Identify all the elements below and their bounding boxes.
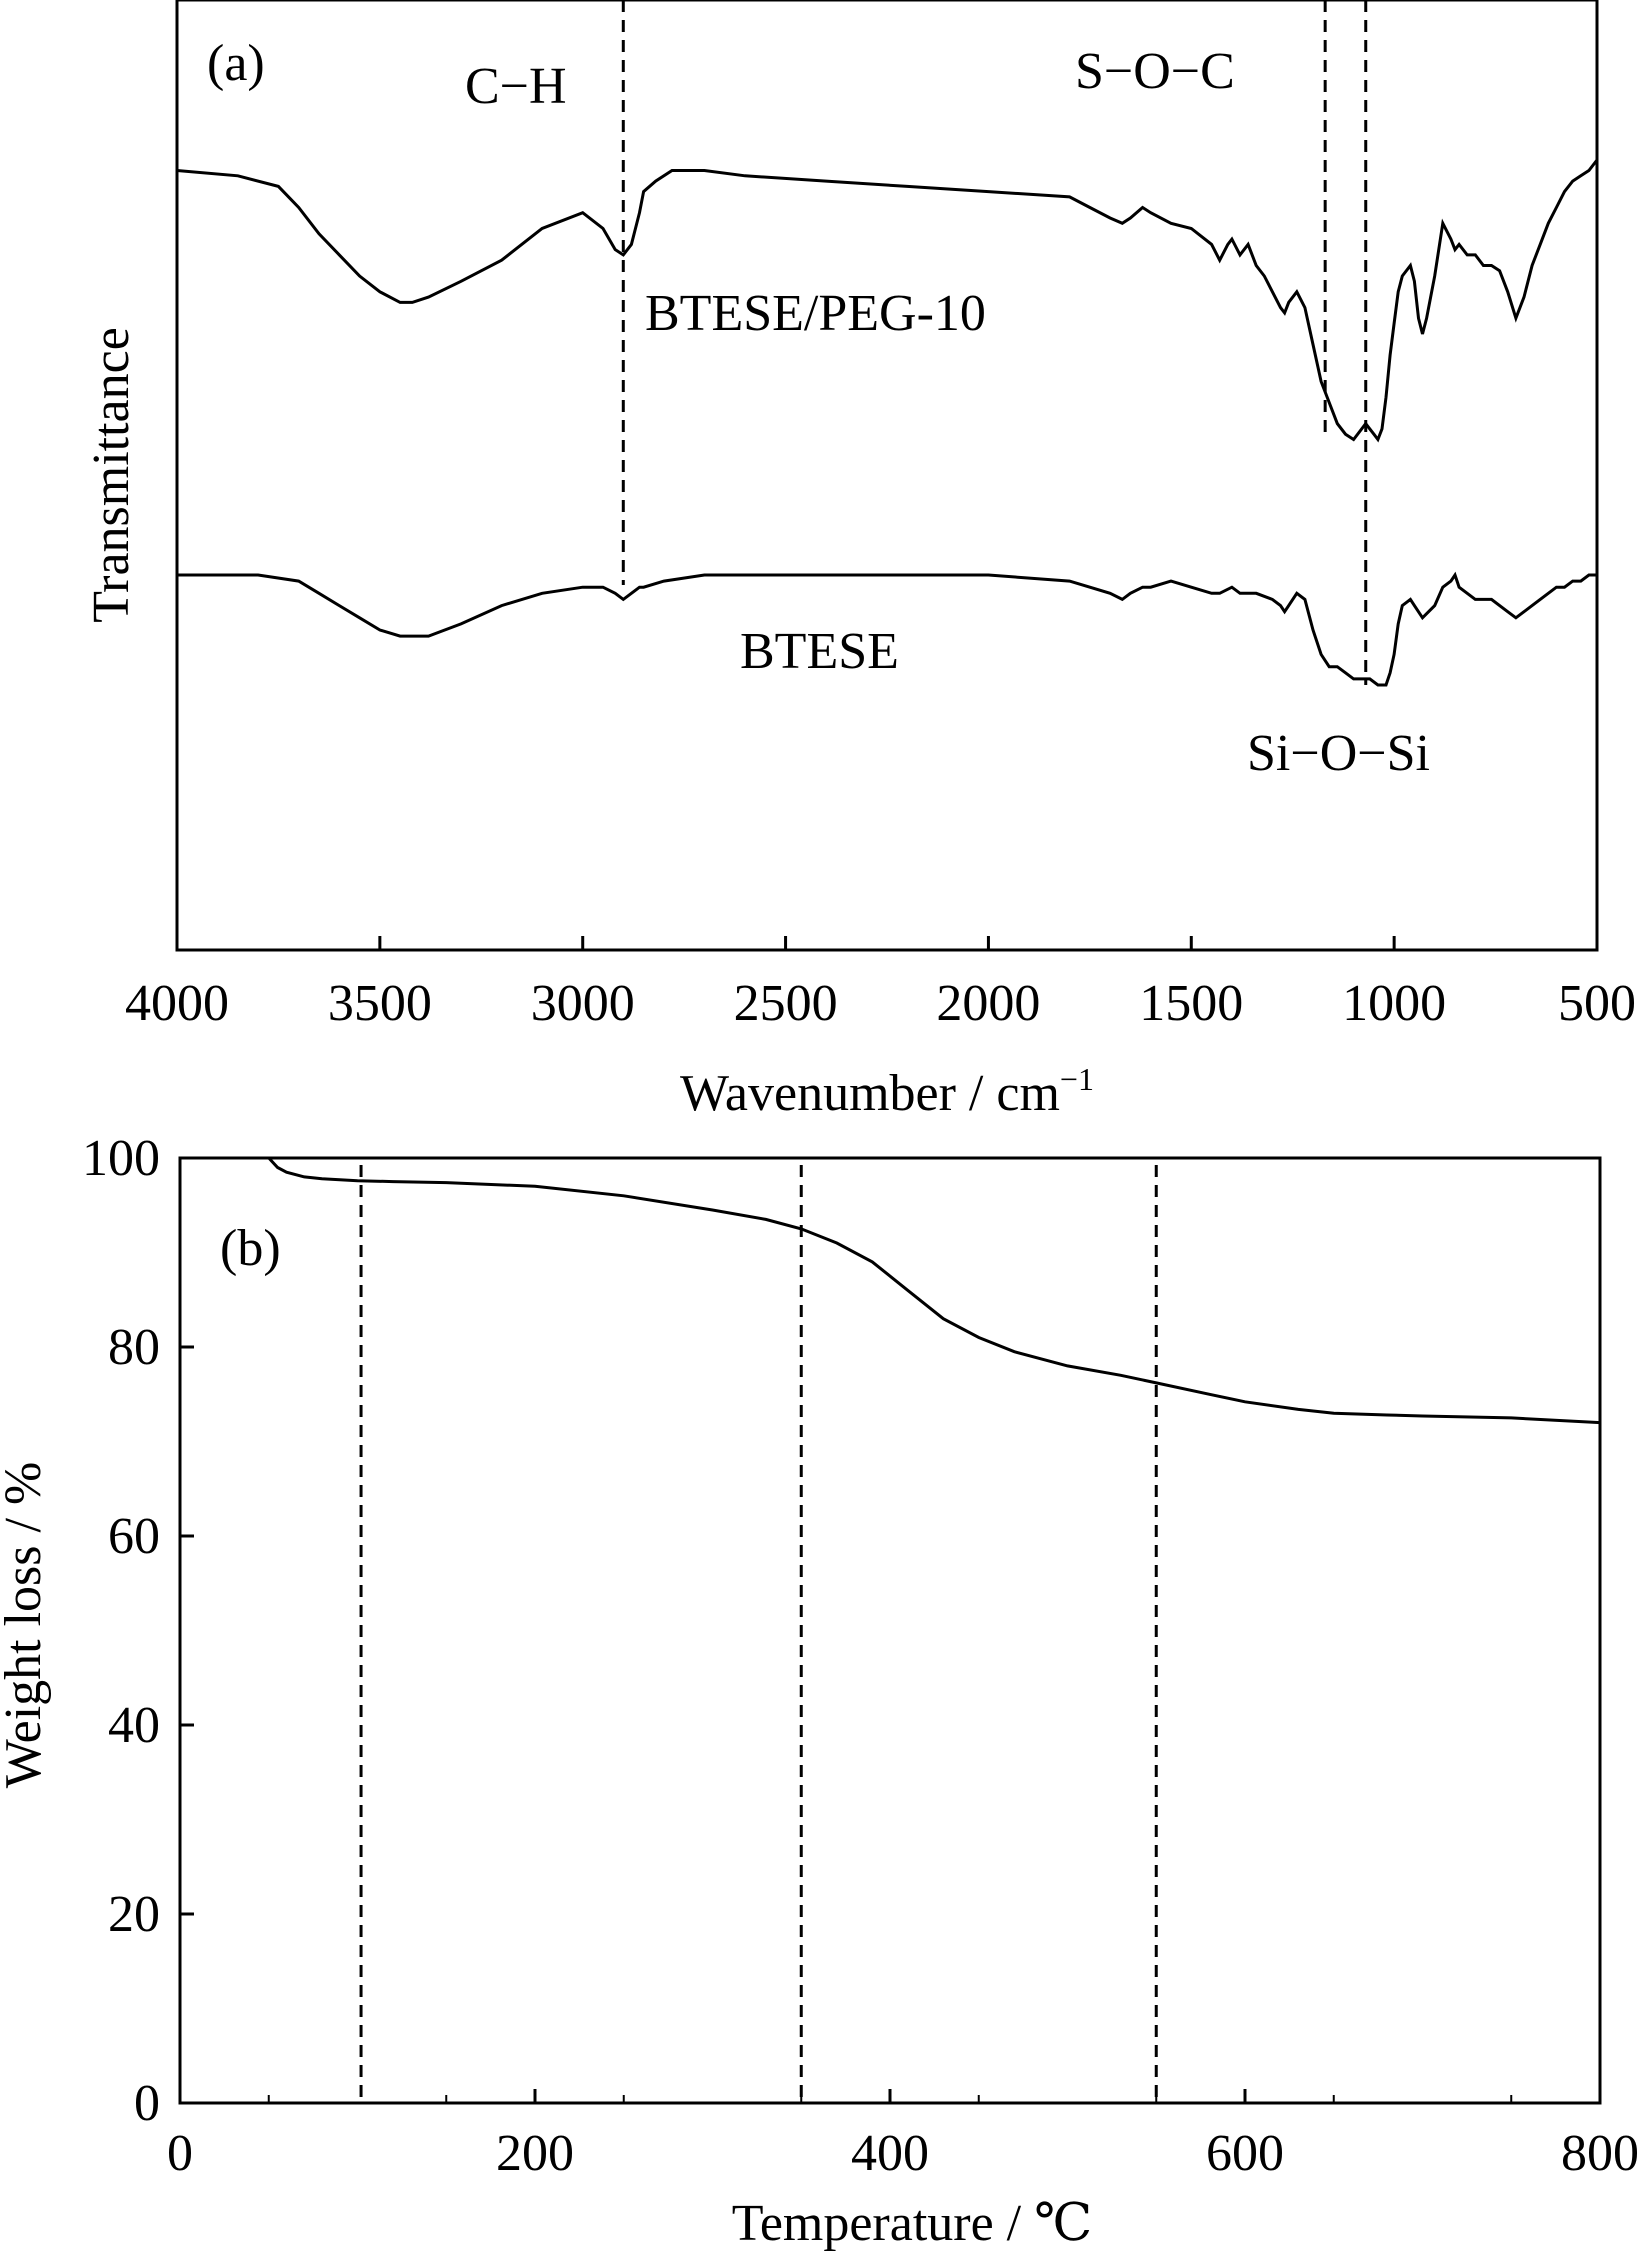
ftir-panel-label: (a) bbox=[207, 35, 265, 92]
ftir-series-line bbox=[176, 159, 1599, 443]
tga-y-tick-label: 80 bbox=[108, 1319, 160, 1376]
siosi-annotation: Si−O−Si bbox=[1247, 725, 1430, 782]
tga-y-tick-label: 20 bbox=[108, 1886, 160, 1943]
tga-reference-lines bbox=[359, 1165, 1158, 2103]
tga-panel-label: (b) bbox=[220, 1220, 281, 1277]
tga-y-tick-label: 60 bbox=[108, 1508, 160, 1565]
tga-y-ticks: 0 20 40 60 80 100 bbox=[82, 1130, 194, 2132]
ch-annotation: C−H bbox=[465, 58, 567, 115]
ftir-series-line bbox=[177, 571, 1597, 687]
soc-annotation: S−O−C bbox=[1075, 43, 1235, 100]
tga-plot-frame bbox=[178, 1156, 1602, 2105]
ftir-panel: 4000 3500 3000 2500 2000 1500 1000 500 (a) C−H … bbox=[83, 0, 1636, 1122]
tga-y-tick-label: 100 bbox=[82, 1130, 160, 1187]
ftir-x-tick-label: 3000 bbox=[531, 975, 635, 1032]
series-label-btese: BTESE bbox=[740, 623, 899, 680]
ftir-reference-lines bbox=[621, 0, 1368, 685]
tga-y-axis-title: Weight loss / % bbox=[0, 1462, 52, 1789]
ftir-x-ticks: 4000 3500 3000 2500 2000 1500 1000 500 bbox=[125, 936, 1636, 1032]
ftir-x-tick-label: 2000 bbox=[936, 975, 1040, 1032]
ftir-plot-frame bbox=[175, 0, 1599, 952]
tga-y-tick-label: 0 bbox=[134, 2075, 160, 2132]
ftir-x-tick-label: 2500 bbox=[734, 975, 838, 1032]
ftir-x-axis-title: Wavenumber / cm−1 bbox=[680, 1061, 1094, 1122]
ftir-y-axis-title: Transmittance bbox=[83, 327, 140, 623]
series-label-btese-peg: BTESE/PEG-10 bbox=[645, 285, 986, 342]
ftir-x-tick-label: 500 bbox=[1558, 975, 1636, 1032]
tga-x-tick-label: 0 bbox=[167, 2125, 193, 2182]
tga-panel: 0 200 400 600 800 0 20 40 60 80 100 (b) Weight lo… bbox=[0, 1130, 1639, 2252]
ftir-x-tick-label: 1000 bbox=[1342, 975, 1446, 1032]
ftir-x-tick-label: 1500 bbox=[1139, 975, 1243, 1032]
ftir-x-tick-label: 4000 bbox=[125, 975, 229, 1032]
tga-series-line bbox=[267, 1156, 1601, 1425]
tga-x-tick-label: 200 bbox=[496, 2125, 574, 2182]
tga-x-tick-label: 400 bbox=[851, 2125, 929, 2182]
ftir-x-tick-label: 3500 bbox=[328, 975, 432, 1032]
tga-series bbox=[267, 1156, 1601, 1425]
ftir-series bbox=[176, 159, 1599, 687]
tga-x-tick-label: 600 bbox=[1206, 2125, 1284, 2182]
tga-y-tick-label: 40 bbox=[108, 1697, 160, 1754]
tga-x-ticks: 0 200 400 600 800 bbox=[167, 2089, 1639, 2182]
tga-x-tick-label: 800 bbox=[1561, 2125, 1639, 2182]
tga-x-axis-title: Temperature / ℃ bbox=[732, 2195, 1093, 2252]
